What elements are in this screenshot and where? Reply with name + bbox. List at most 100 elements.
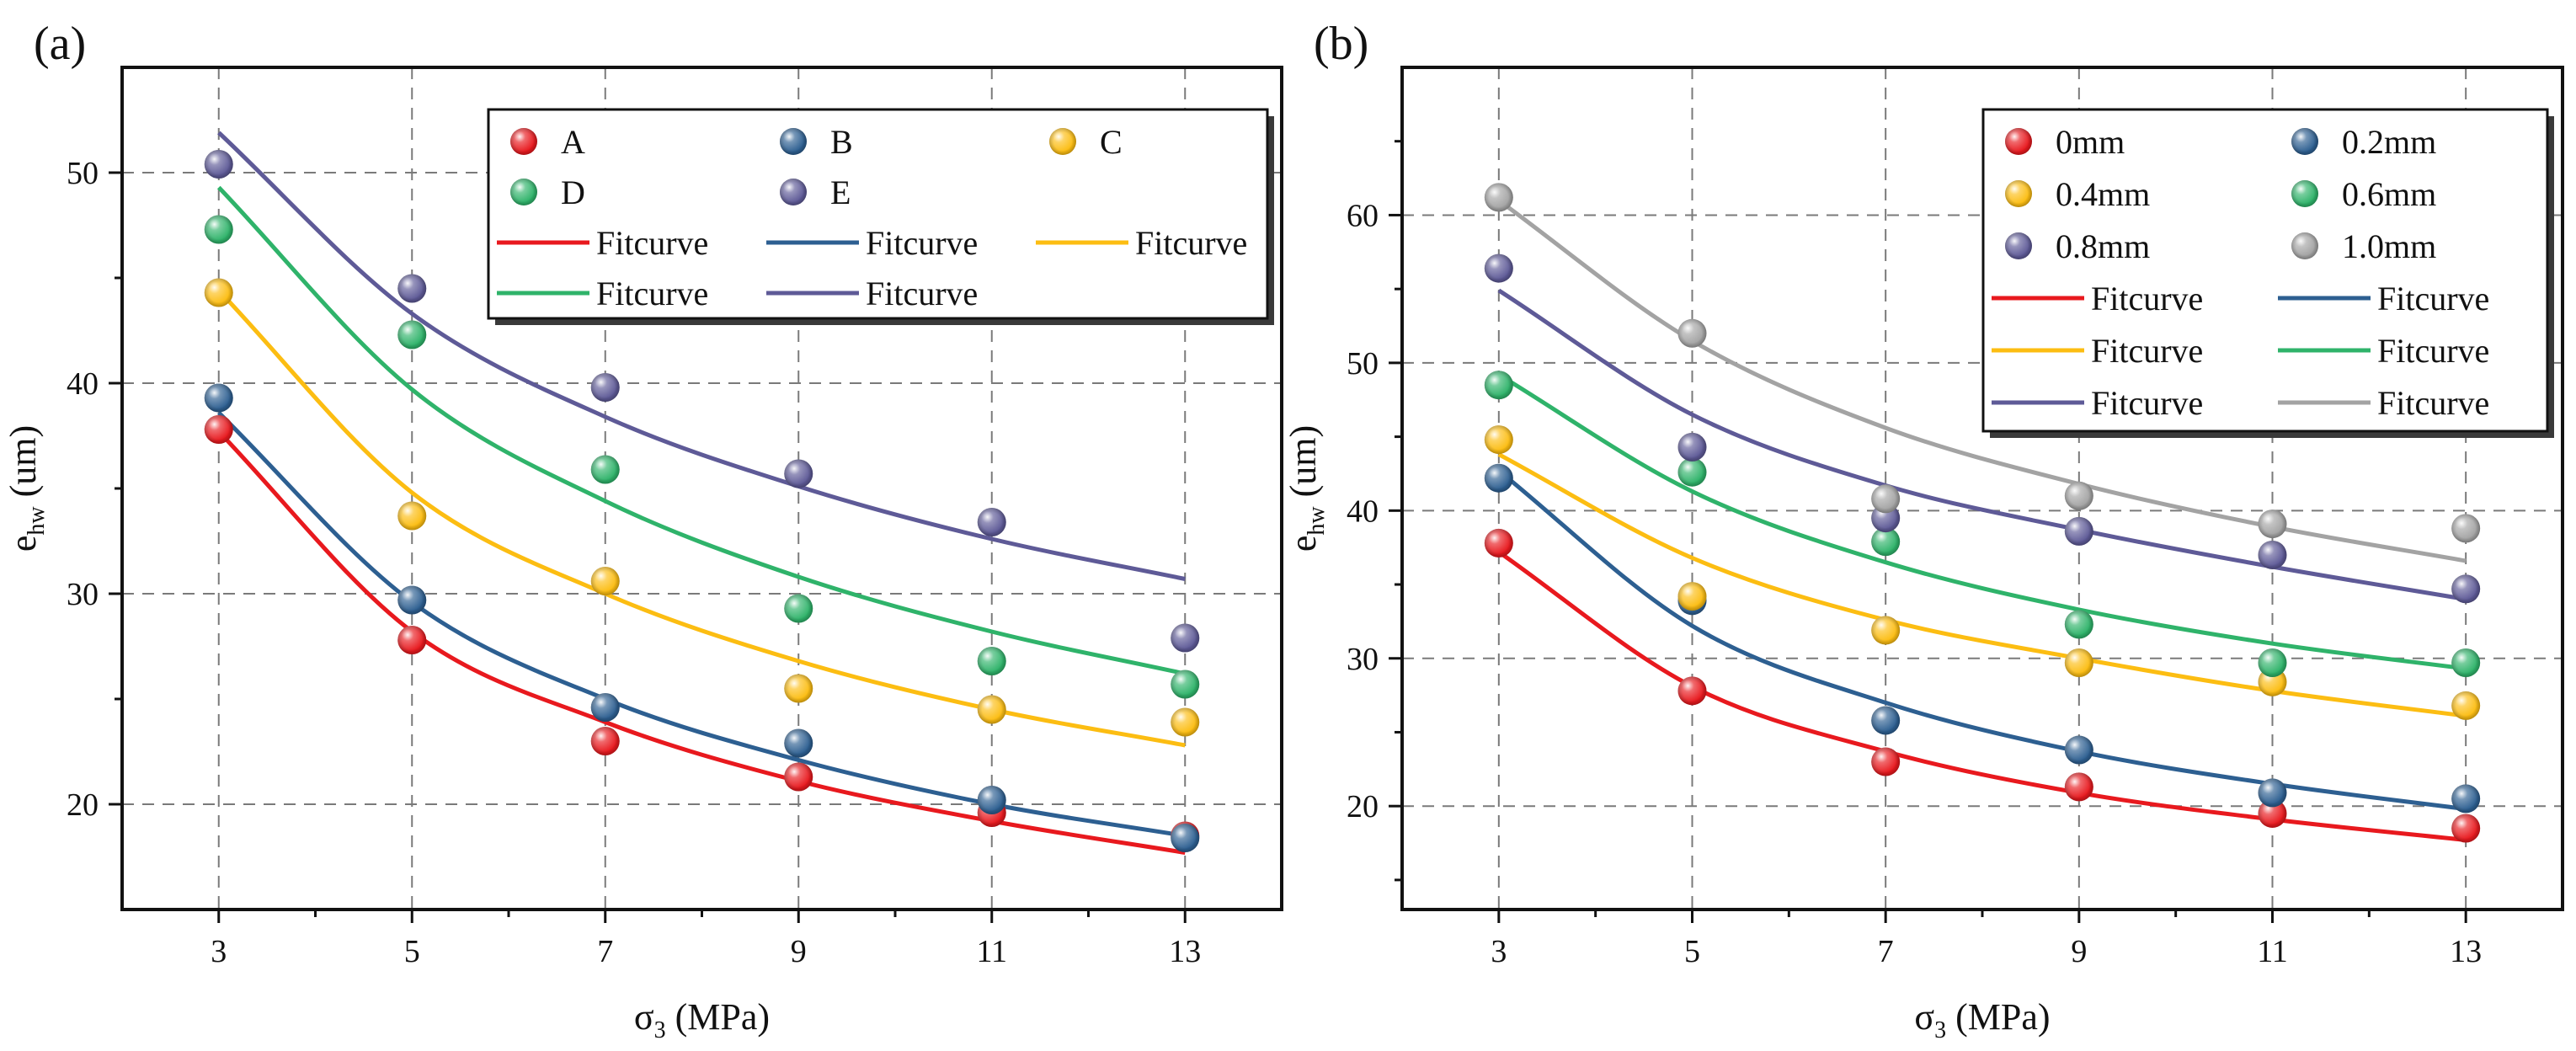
x-tick-label: 5 (404, 934, 420, 969)
legend-fit-label: Fitcurve (596, 224, 708, 262)
point-B (204, 383, 233, 413)
point-0.2mm (2258, 778, 2287, 808)
point-D (977, 647, 1006, 675)
legend: 0mm 0.2mm 0.4mm 0.6mm 0.8mm 1.0mm Fitcurve Fitc… (1981, 108, 2554, 438)
point-1.0mm (2064, 481, 2093, 510)
legend-fit-label: Fitcurve (596, 275, 708, 312)
point-C (590, 567, 620, 595)
fit-curve-A (217, 429, 1186, 855)
x-tick-label: 9 (791, 934, 807, 969)
point-A (590, 727, 620, 755)
legend-label-B: B (830, 123, 853, 161)
point-0.2mm (2451, 784, 2481, 814)
fit-curve-0.6mm (1497, 372, 2467, 671)
legend-label-E: E (830, 173, 851, 211)
point-0.6mm (2451, 648, 2481, 678)
point-0.8mm (2064, 516, 2093, 546)
point-1.0mm (1484, 183, 1513, 212)
point-D (397, 320, 427, 349)
legend-label-D: D (561, 173, 585, 211)
fit-curve-0mm (1497, 550, 2467, 842)
point-E (397, 274, 427, 303)
x-tick-label: 13 (2450, 934, 2482, 969)
legend-marker-C (1049, 128, 1076, 155)
fit-curve-B (217, 411, 1186, 838)
x-tick-label: 5 (1684, 934, 1700, 969)
grid (122, 67, 1282, 910)
legend-marker-0mm (2005, 128, 2032, 155)
data-points (1484, 183, 2481, 843)
point-D (590, 455, 620, 484)
legend-marker-1.0mm (2291, 232, 2318, 259)
legend-marker-0.4mm (2005, 180, 2032, 207)
legend-label-A: A (561, 123, 585, 161)
legend-box (487, 108, 1269, 320)
point-1.0mm (2451, 514, 2481, 543)
point-D (204, 215, 233, 244)
point-B (977, 786, 1006, 814)
y-axis-title: ehw (um) (3, 425, 50, 552)
x-tick-label: 11 (976, 934, 1007, 969)
fit-curves (216, 131, 1186, 855)
point-0mm (1484, 528, 1513, 558)
fit-curve-C (216, 289, 1186, 748)
fit-curve-0.2mm (1497, 468, 2467, 812)
x-axis-title: σ3 (MPa) (634, 996, 770, 1043)
panel-b: 3 5 7 9 11 13 20 30 40 50 60 σ3 (MPa) ehw (um) (b) 0mm… (1283, 18, 2564, 1043)
point-1.0mm (1677, 318, 1707, 348)
x-tick-label: 13 (1169, 934, 1201, 969)
fit-curves (1497, 198, 2467, 842)
legend-marker-E (780, 179, 807, 205)
point-0.6mm (1484, 371, 1513, 400)
x-axis-title: σ3 (MPa) (1914, 996, 2050, 1043)
fit-curve-0.4mm (1497, 452, 2467, 718)
point-B (784, 728, 813, 758)
legend-label-C: C (1100, 123, 1123, 161)
y-tick-label: 20 (67, 787, 99, 823)
point-0.4mm (1484, 425, 1513, 455)
point-C (977, 695, 1006, 724)
y-axis-title: ehw (um) (1283, 425, 1330, 552)
legend-marker-0.6mm (2291, 180, 2318, 207)
legend-marker-0.8mm (2005, 232, 2032, 259)
y-tick-label: 40 (1347, 493, 1379, 529)
point-E (977, 508, 1006, 536)
point-0.6mm (2258, 648, 2287, 678)
x-tick-label: 7 (1878, 934, 1894, 969)
legend-label-0mm: 0mm (2056, 123, 2125, 161)
x-tick-label: 7 (597, 934, 613, 969)
data-points (204, 150, 1200, 852)
point-0mm (2258, 798, 2287, 828)
point-D (1171, 670, 1200, 699)
point-0.4mm (2451, 691, 2481, 720)
point-0.8mm (2258, 540, 2287, 569)
point-A (204, 415, 233, 444)
point-A (784, 762, 813, 792)
point-0.4mm (1871, 616, 1901, 645)
legend-label-0.6mm: 0.6mm (2342, 175, 2436, 213)
y-tick-label: 30 (1347, 642, 1379, 677)
legend-label-0.4mm: 0.4mm (2056, 175, 2150, 213)
point-0.6mm (1871, 527, 1901, 557)
x-tick-label: 11 (2257, 934, 2288, 969)
legend-fit-label: Fitcurve (866, 275, 978, 312)
y-tick-label: 20 (1347, 789, 1379, 824)
point-0mm (2451, 814, 2481, 843)
point-E (1171, 623, 1200, 653)
point-1.0mm (1871, 484, 1901, 514)
panel-a: 3 5 7 9 11 13 20 30 40 50 σ3 (MPa) ehw (um) (a) A B C D E… (3, 18, 1283, 1043)
axes: 3 5 7 9 11 13 20 30 40 50 σ3 (MPa) ehw (um) (3, 156, 1201, 1043)
legend-marker-D (510, 179, 537, 205)
legend-fit-label: Fitcurve (2091, 384, 2203, 422)
y-tick-label: 40 (67, 366, 99, 402)
legend-fit-label: Fitcurve (2377, 280, 2489, 317)
fit-curve-D (216, 185, 1186, 676)
legend-marker-0.2mm (2291, 128, 2318, 155)
point-E (590, 373, 620, 402)
y-tick-label: 50 (1347, 346, 1379, 381)
legend-fit-label: Fitcurve (2377, 332, 2489, 370)
y-tick-label: 50 (67, 156, 99, 191)
legend-fit-label: Fitcurve (866, 224, 978, 262)
point-C (204, 278, 233, 307)
point-B (1171, 824, 1200, 852)
